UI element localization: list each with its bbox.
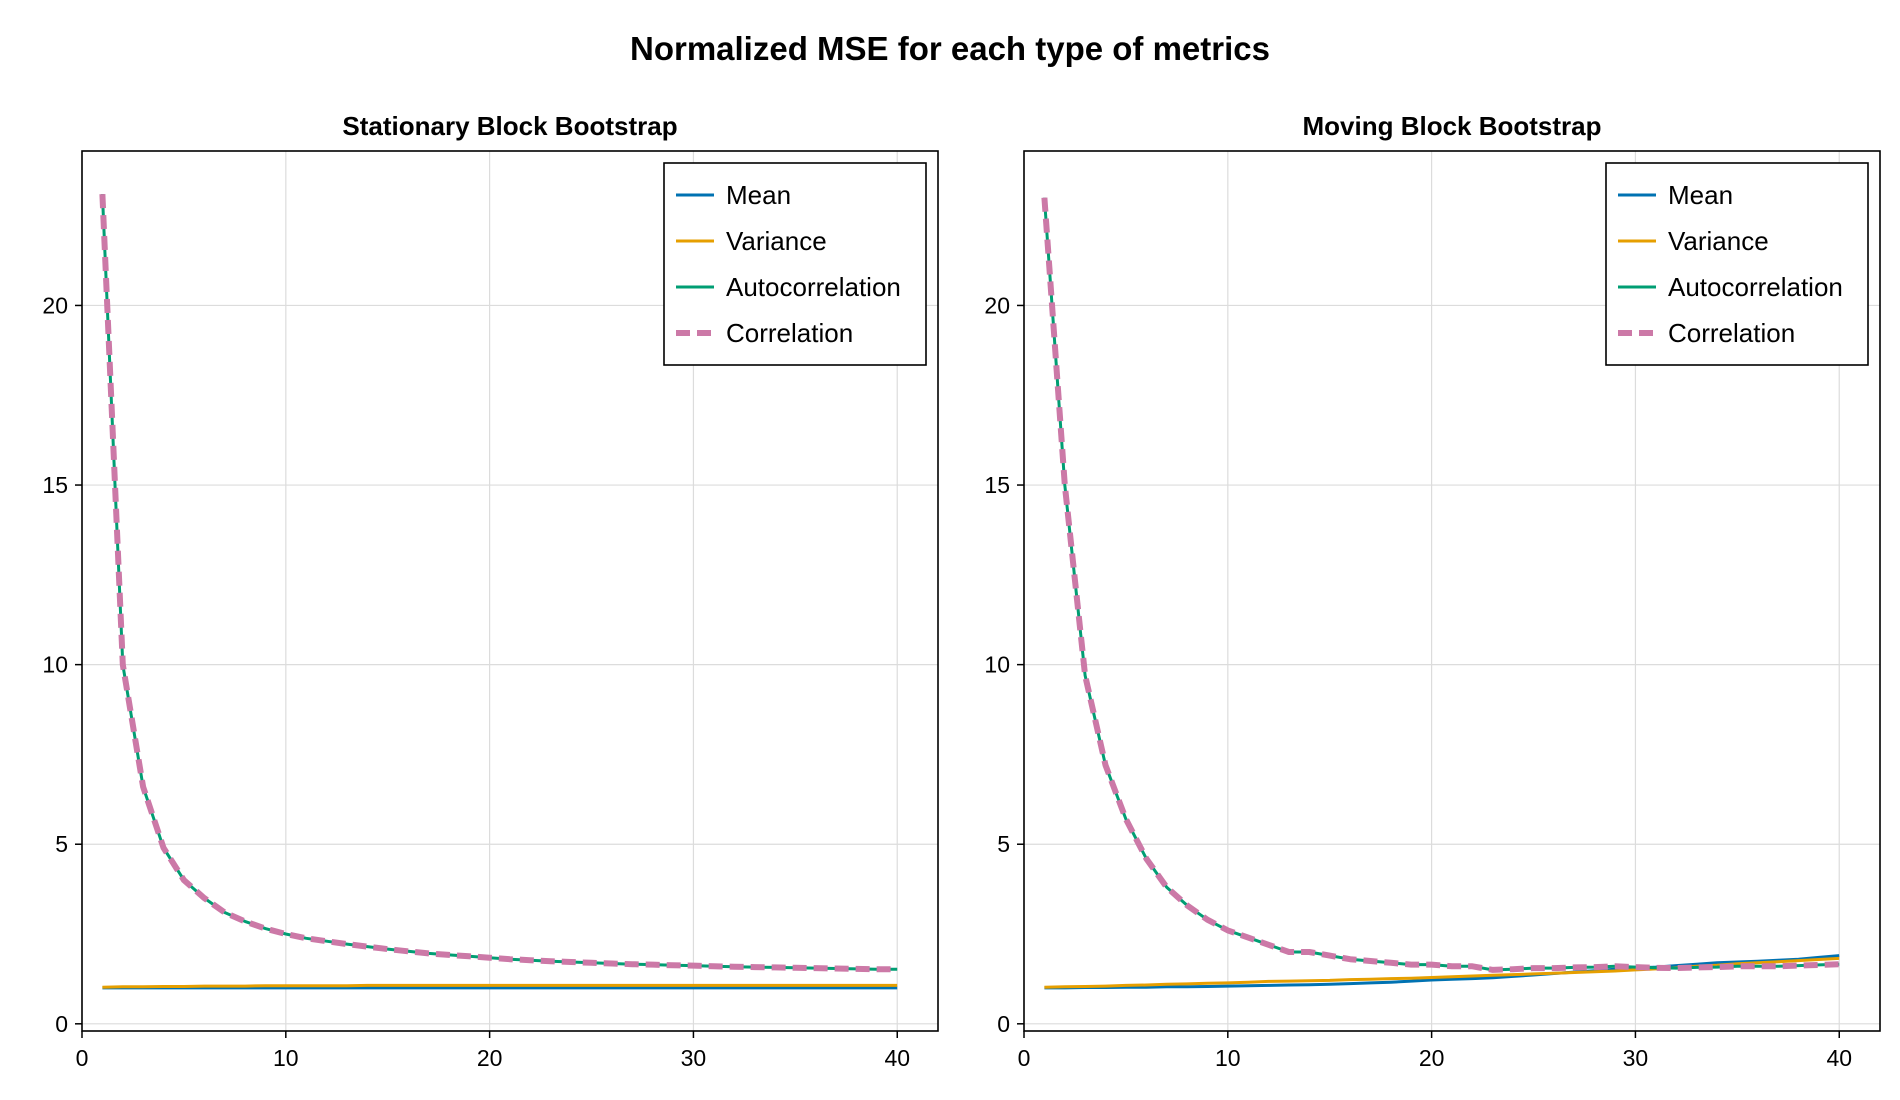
legend-label-autocorrelation: Autocorrelation [1668,272,1843,302]
y-tick-label: 5 [55,831,68,857]
series-line-mean [1044,954,1840,990]
y-tick-label: 0 [55,1011,68,1037]
y-tick-label: 20 [984,292,1010,318]
y-tick-label: 20 [42,292,68,318]
legend-label-correlation: Correlation [1668,318,1795,348]
panel-moving-block-bootstrap: Moving Block Bootstrap 0 10 20 30 40 0 5 10 15 20… [984,111,1881,1071]
figure-title: Normalized MSE for each type of metrics [629,30,1270,67]
y-tick-label: 10 [984,652,1010,678]
series-line-variance [102,983,898,989]
y-tick-label: 15 [42,472,68,498]
x-tick-label: 10 [1215,1045,1241,1071]
legend: Mean Variance Autocorrelation Correlation [663,162,927,366]
panel-title: Stationary Block Bootstrap [342,111,677,141]
x-tick-label: 40 [884,1045,910,1071]
legend-label-mean: Mean [1668,180,1733,210]
y-tick-label: 0 [997,1011,1010,1037]
x-tick-label: 30 [681,1045,707,1071]
plot-frame [1023,150,1881,1032]
panel-title: Moving Block Bootstrap [1302,111,1601,141]
y-tick-label: 10 [42,652,68,678]
legend-label-variance: Variance [726,226,827,256]
legend-label-autocorrelation: Autocorrelation [726,272,901,302]
legend-label-mean: Mean [726,180,791,210]
y-tick-label: 5 [997,831,1010,857]
x-tick-label: 10 [273,1045,299,1071]
series-line-correlation [99,193,898,973]
x-tick-label: 30 [1623,1045,1649,1071]
x-tick-label: 20 [477,1045,503,1071]
legend-label-variance: Variance [1668,226,1769,256]
x-tick-label: 20 [1419,1045,1445,1071]
x-tick-label: 40 [1826,1045,1852,1071]
legend-label-correlation: Correlation [726,318,853,348]
panel-stationary-block-bootstrap: Stationary Block Bootstrap 0 10 20 30 40 0 5 10… [42,111,939,1071]
plot-frame [81,150,939,1032]
series-line-correlation [1041,197,1840,973]
legend: Mean Variance Autocorrelation Correlation [1605,162,1869,366]
x-tick-label: 0 [1018,1045,1031,1071]
x-tick-label: 0 [76,1045,89,1071]
y-tick-label: 15 [984,472,1010,498]
